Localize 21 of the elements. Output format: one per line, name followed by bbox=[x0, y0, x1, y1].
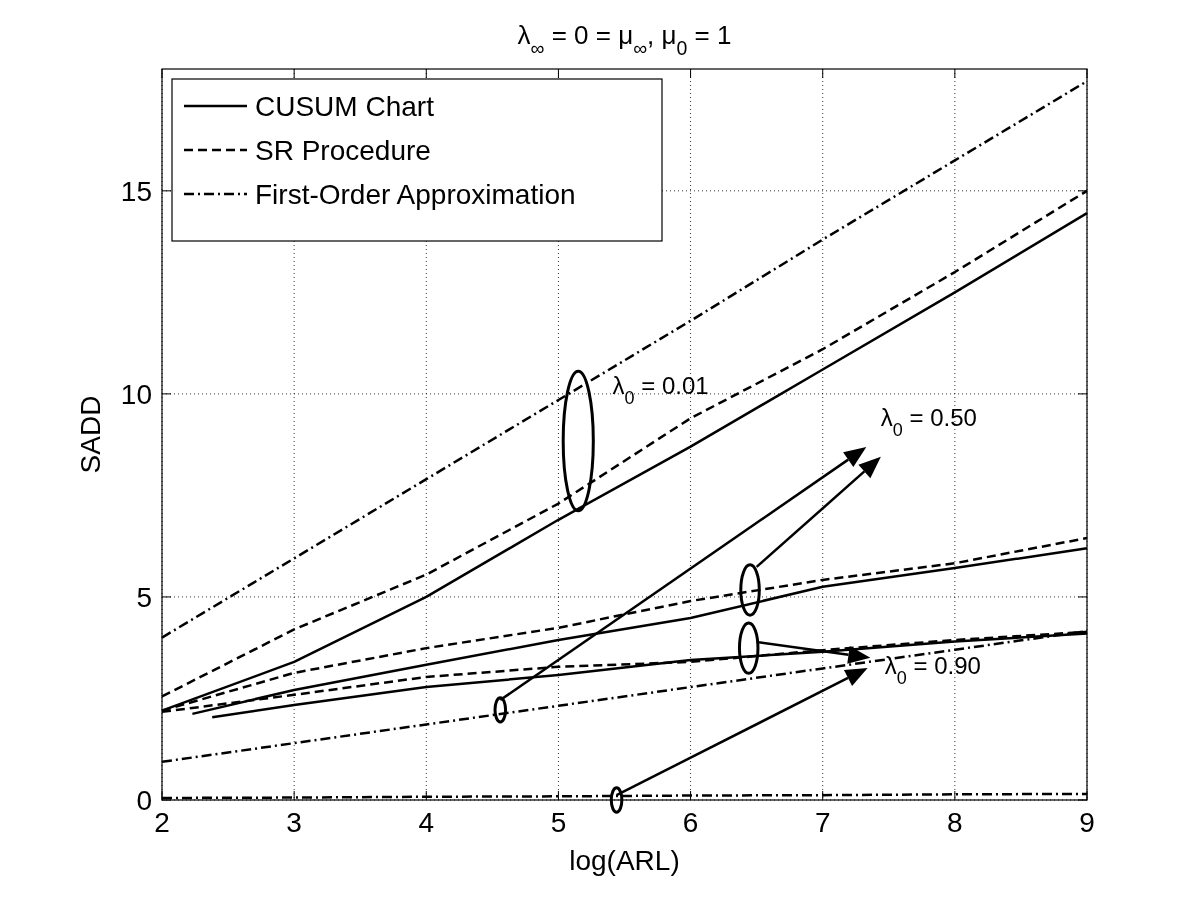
x-axis-title: log(ARL) bbox=[569, 845, 680, 876]
y-axis-title: SADD bbox=[75, 395, 106, 474]
x-tick-label: 4 bbox=[418, 807, 435, 838]
y-tick-label: 15 bbox=[120, 175, 152, 207]
x-tick-label: 5 bbox=[550, 807, 567, 838]
annotation: λ$_{0}$ = 0.50 bbox=[880, 404, 977, 441]
annotation: λ$_{0}$ = 0.90 bbox=[884, 652, 981, 689]
x-tick-label: 3 bbox=[286, 807, 302, 838]
y-tick-label: 10 bbox=[120, 378, 152, 410]
legend-label: First-Order Approximation bbox=[255, 179, 576, 210]
y-tick-label: 0 bbox=[136, 785, 152, 816]
x-tick-label: 8 bbox=[947, 807, 963, 838]
x-tick-label: 6 bbox=[682, 807, 699, 838]
chart-title: λ$_{∞}$ = 0 = μ$_{∞}$, μ$_{0}$ = 1 bbox=[517, 20, 732, 59]
x-tick-label: 9 bbox=[1079, 807, 1095, 838]
x-tick-label: 2 bbox=[154, 807, 170, 838]
legend-label: CUSUM Chart bbox=[255, 91, 435, 122]
annotation: λ$_{0}$ = 0.01 bbox=[612, 371, 709, 408]
y-tick-label: 5 bbox=[136, 581, 152, 613]
x-tick-label: 7 bbox=[814, 807, 831, 838]
legend-label: SR Procedure bbox=[255, 135, 431, 166]
